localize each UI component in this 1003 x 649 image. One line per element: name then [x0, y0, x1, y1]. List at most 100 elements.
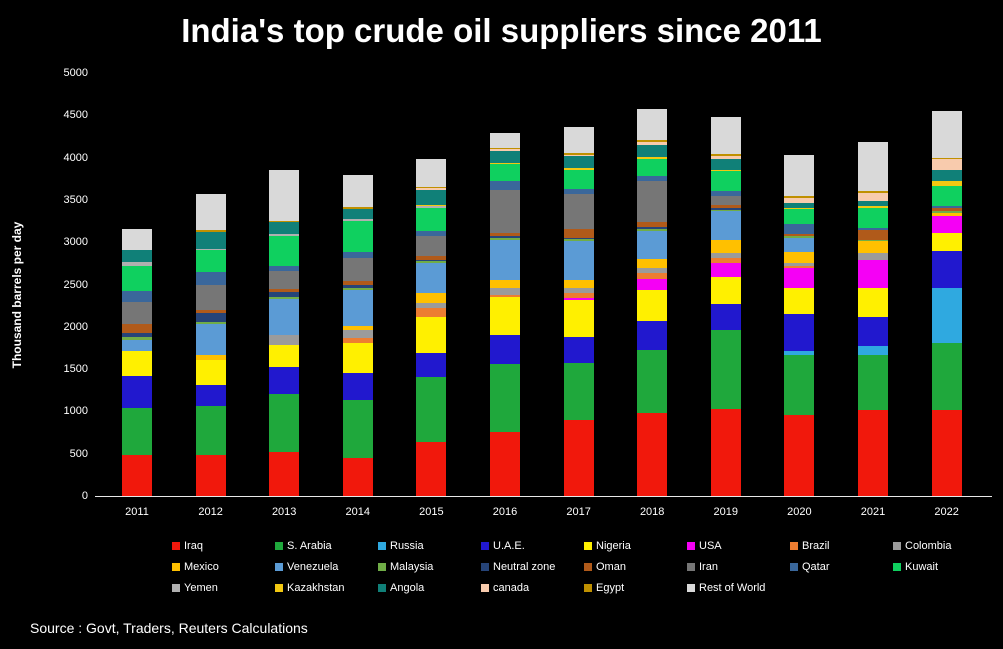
legend-item-venezuela: Venezuela	[275, 561, 378, 573]
bar-2020	[784, 155, 815, 496]
bar-segment-s-arabia	[269, 393, 300, 453]
bar-segment-qatar	[342, 252, 373, 258]
bar-segment-oman	[342, 281, 373, 285]
x-tick-label: 2012	[198, 506, 223, 518]
bar-2022	[931, 111, 962, 496]
bar-segment-iraq	[195, 455, 226, 496]
bar-segment-malaysia	[416, 261, 447, 263]
bar-segment-canada	[710, 156, 741, 160]
bar-segment-angola	[710, 159, 741, 170]
bar-segment-kuwait	[122, 265, 152, 292]
bar-segment-qatar	[195, 272, 226, 285]
legend-swatch-icon	[481, 563, 489, 571]
bar-segment-colombia	[269, 335, 300, 345]
bar-segment-egypt	[931, 157, 962, 160]
bar-segment-kuwait	[563, 169, 594, 189]
bar-segment-angola	[269, 222, 300, 234]
legend-label: U.A.E.	[493, 540, 525, 552]
bar-segment-qatar	[416, 231, 447, 237]
bar-2013	[269, 170, 300, 496]
bar-segment-qatar	[637, 175, 668, 181]
bar-segment-qatar	[563, 188, 594, 194]
bar-segment-qatar	[269, 265, 300, 272]
x-tick-label: 2022	[934, 506, 959, 518]
bar-segment-colombia	[342, 329, 373, 339]
bar-segment-mexico	[195, 354, 226, 360]
bar-segment-rest-of-world	[784, 155, 815, 196]
bar-segment-kazakhstan	[710, 169, 741, 172]
bar-segment-russia	[784, 350, 815, 355]
bar-segment-s-arabia	[195, 405, 226, 456]
bar-segment-kuwait	[416, 208, 447, 232]
legend-swatch-icon	[687, 563, 695, 571]
bar-segment-venezuela	[784, 237, 815, 253]
bar-segment-mexico	[931, 213, 962, 217]
bar-segment-qatar	[858, 227, 888, 230]
bar-segment-malaysia	[931, 211, 962, 214]
y-tick-label: 4500	[63, 109, 88, 122]
bar-2021	[858, 141, 888, 496]
legend-label: canada	[493, 582, 530, 594]
x-tick-label: 2013	[271, 506, 297, 518]
legend-label: Kuwait	[905, 561, 939, 573]
bar-segment-mexico	[858, 241, 888, 254]
bar-segment-mexico	[637, 259, 668, 268]
bar-segment-s-arabia	[858, 354, 888, 410]
bar-segment-iraq	[931, 409, 962, 496]
bar-segment-angola	[858, 201, 888, 207]
bar-segment-malaysia	[784, 235, 815, 238]
bar-segment-brazil	[637, 272, 668, 280]
bar-segment-usa	[710, 263, 741, 277]
legend-item-iraq: Iraq	[172, 540, 275, 552]
bar-segment-s-arabia	[784, 354, 815, 415]
legend-label: Russia	[390, 540, 424, 552]
bar-segment-nigeria	[710, 276, 741, 304]
legend-item-kazakhstan: Kazakhstan	[275, 582, 378, 594]
bar-segment-colombia	[563, 287, 594, 294]
bar-segment-brazil	[490, 295, 520, 297]
bar-segment-s-arabia	[490, 363, 520, 432]
bar-segment-yemen	[416, 206, 447, 209]
x-tick-label: 2017	[566, 506, 591, 518]
bar-segment-colombia	[710, 253, 741, 259]
bar-segment-angola	[490, 150, 520, 163]
bar-segment-brazil	[563, 293, 594, 299]
bar-segment-iran	[269, 271, 300, 289]
bar-segment-venezuela	[637, 230, 668, 260]
bar-segment-u-a-e-	[637, 321, 668, 350]
bar-segment-canada	[858, 192, 888, 202]
legend-swatch-icon	[584, 542, 592, 550]
bar-segment-colombia	[637, 267, 668, 273]
legend-label: Iraq	[184, 540, 203, 552]
bar-segment-iran	[342, 257, 373, 282]
bar-segment-brazil	[342, 338, 373, 344]
bar-segment-iraq	[490, 431, 520, 496]
bar-segment-oman	[858, 229, 888, 240]
bar-2019	[710, 117, 741, 496]
legend-label: Mexico	[184, 561, 219, 573]
bar-segment-nigeria	[637, 289, 668, 322]
legend-swatch-icon	[172, 584, 180, 592]
legend-item-mexico: Mexico	[172, 561, 275, 573]
y-tick-label: 500	[69, 447, 88, 460]
bar-segment-neutral-zone	[490, 236, 520, 239]
bar-segment-malaysia	[858, 239, 888, 242]
bar-segment-mexico	[710, 239, 741, 254]
legend-item-oman: Oman	[584, 561, 687, 573]
bar-segment-s-arabia	[710, 330, 741, 409]
bar-segment-iraq	[269, 452, 300, 496]
legend-swatch-icon	[893, 563, 901, 571]
bar-segment-u-a-e-	[269, 367, 300, 394]
bar-segment-usa	[637, 279, 668, 290]
legend-swatch-icon	[172, 563, 180, 571]
bar-segment-angola	[563, 156, 594, 169]
legend-label: USA	[699, 540, 722, 552]
legend-item-canada: canada	[481, 582, 584, 594]
legend-item-u-a-e-: U.A.E.	[481, 540, 584, 552]
legend-item-egypt: Egypt	[584, 582, 687, 594]
legend-item-rest-of-world: Rest of World	[687, 582, 790, 594]
legend-label: Egypt	[596, 582, 625, 594]
y-tick-label: 2500	[63, 278, 88, 291]
bar-segment-iran	[122, 301, 152, 325]
